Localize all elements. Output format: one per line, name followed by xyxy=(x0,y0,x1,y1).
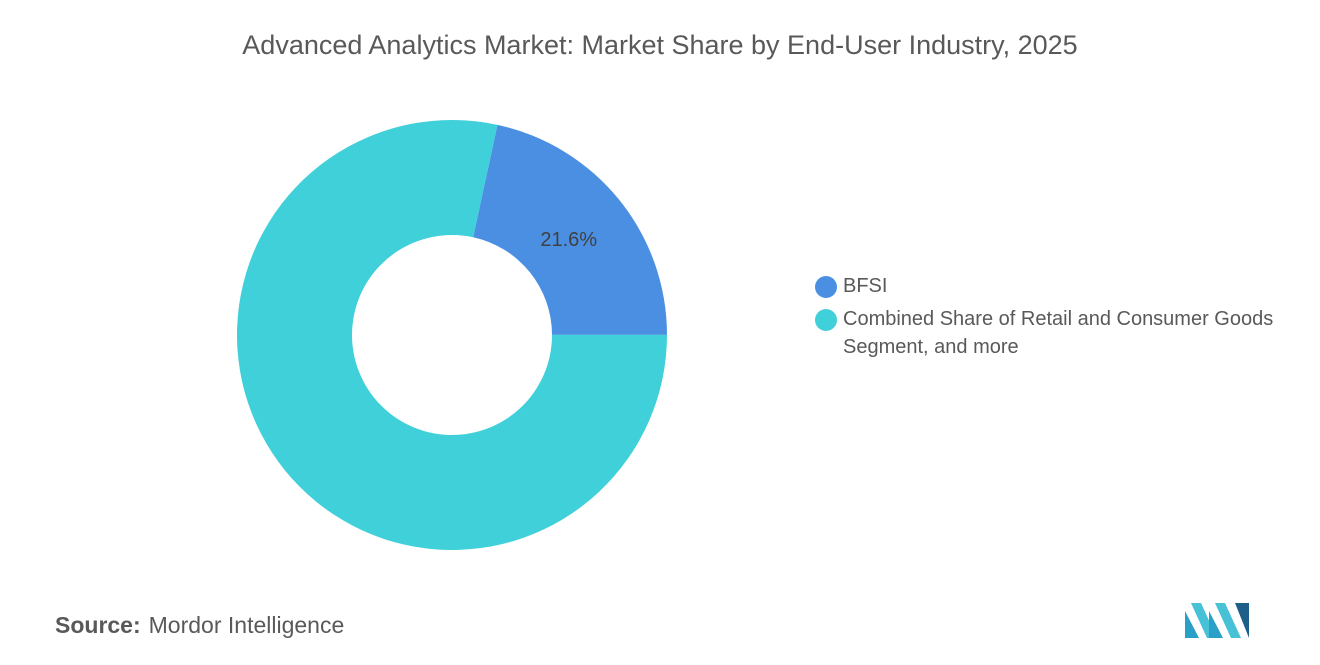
legend-label: Combined Share of Retail and Consumer Go… xyxy=(843,308,1274,358)
source-label: Source: xyxy=(55,612,141,638)
data-label: 21.6% xyxy=(540,229,597,251)
source: Source: Mordor Intelligence xyxy=(55,612,344,639)
legend-label: BFSI xyxy=(843,275,888,297)
legend-swatch xyxy=(815,309,837,331)
donut-slice xyxy=(237,120,667,550)
legend-item: BFSI xyxy=(815,272,1285,300)
logo xyxy=(1185,603,1249,638)
legend-item: Combined Share of Retail and Consumer Go… xyxy=(815,305,1285,361)
donut-slice xyxy=(473,124,667,335)
chart-title: Advanced Analytics Market: Market Share … xyxy=(242,30,1078,60)
legend-swatch xyxy=(815,276,837,298)
source-text: Mordor Intelligence xyxy=(148,612,345,638)
